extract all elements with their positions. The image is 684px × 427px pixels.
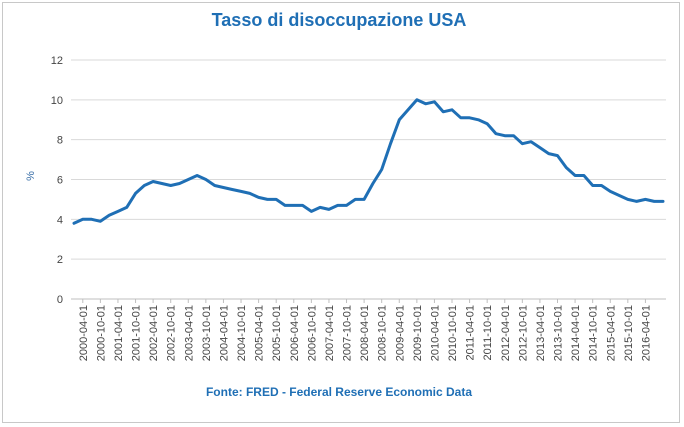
- x-tick-label: 2004-04-01: [218, 305, 230, 361]
- x-tick-label: 2015-04-01: [605, 305, 617, 361]
- y-tick-label: 4: [57, 214, 63, 226]
- x-tick-label: 2002-04-01: [148, 305, 160, 361]
- x-tick-label: 2006-04-01: [289, 305, 301, 361]
- x-tick-label: 2009-04-01: [394, 305, 406, 361]
- y-tick-label: 2: [57, 254, 63, 266]
- y-tick-labels: 0 2 4 6 8 10 12: [51, 55, 63, 306]
- x-tick-label: 2000-10-01: [95, 305, 107, 361]
- x-tick-label: 2009-10-01: [412, 305, 424, 361]
- x-tick-label: 2000-04-01: [78, 305, 90, 361]
- chart-title: Tasso di disoccupazione USA: [211, 10, 467, 30]
- chart-source: Fonte: FRED - Federal Reserve Economic D…: [205, 385, 473, 399]
- x-tick-label: 2005-04-01: [254, 305, 266, 361]
- x-tick-label: 2007-10-01: [342, 305, 354, 361]
- x-tick-label: 2006-10-01: [306, 305, 318, 361]
- x-tick-label: 2001-04-01: [113, 305, 125, 361]
- x-tick-labels: 2000-04-01 2000-10-01 2001-04-01 2001-10-01…: [78, 299, 652, 361]
- x-tick-label: 2003-04-01: [183, 305, 195, 361]
- x-tick-label: 2010-04-01: [429, 305, 441, 361]
- x-tick-label: 2008-10-01: [377, 305, 389, 361]
- unemployment-rate-line: [72, 98, 665, 225]
- x-tick-label: 2004-10-01: [236, 305, 248, 361]
- x-tick-label: 2003-10-01: [201, 305, 213, 361]
- x-tick-label: 2015-10-01: [623, 305, 635, 361]
- gridlines: [71, 59, 666, 300]
- x-tick-label: 2013-10-01: [553, 305, 565, 361]
- x-tick-label: 2016-04-01: [640, 305, 652, 361]
- x-tick-label: 2011-10-01: [482, 305, 494, 360]
- x-tick-label: 2008-04-01: [359, 305, 371, 361]
- y-tick-label: 12: [51, 55, 63, 67]
- x-tick-label: 2014-04-01: [570, 305, 582, 361]
- x-tick-label: 2007-04-01: [324, 305, 336, 361]
- x-tick-label: 2012-10-01: [517, 305, 529, 361]
- y-tick-label: 8: [57, 135, 63, 147]
- series-group: [72, 98, 665, 225]
- x-tick-label: 2011-04-01: [465, 305, 477, 360]
- x-tick-label: 2002-10-01: [166, 305, 178, 361]
- x-tick-label: 2001-10-01: [131, 305, 143, 361]
- y-tick-label: 6: [57, 175, 63, 187]
- x-tick-label: 2014-10-01: [588, 305, 600, 361]
- x-tick-label: 2005-10-01: [271, 305, 283, 361]
- y-tick-label: 0: [57, 294, 63, 306]
- x-tick-label: 2010-10-01: [447, 305, 459, 361]
- x-tick-label: 2012-04-01: [500, 305, 512, 361]
- y-tick-label: 10: [51, 95, 63, 107]
- x-tick-label: 2013-04-01: [535, 305, 547, 361]
